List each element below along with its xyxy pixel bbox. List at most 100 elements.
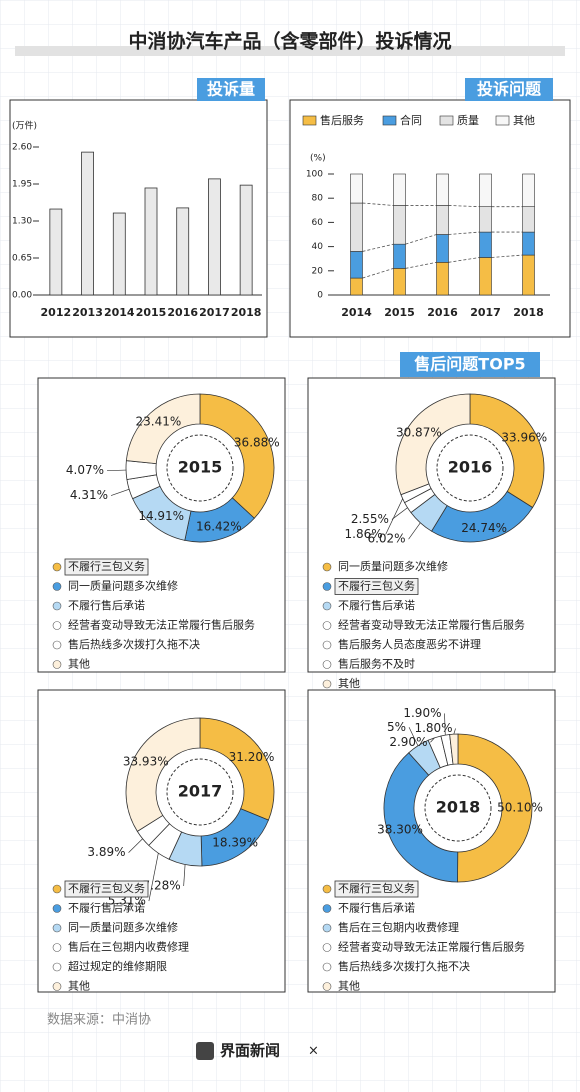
donut-slice bbox=[125, 393, 201, 465]
legend-label: 售后在三包期内收费修理 bbox=[338, 920, 459, 934]
legend-label: 售后服务人员态度恶劣不讲理 bbox=[338, 637, 481, 651]
bar-segment bbox=[436, 205, 449, 235]
y-tick-label: 40 bbox=[312, 242, 324, 252]
legend-swatch bbox=[439, 115, 454, 126]
value-label: 4.07% bbox=[66, 463, 104, 477]
brand-icon bbox=[196, 1042, 214, 1060]
legend-marker bbox=[52, 904, 62, 913]
panel-tag bbox=[197, 78, 265, 101]
connector bbox=[362, 243, 394, 252]
donut-slice bbox=[125, 717, 201, 832]
legend-label: 不履行售后承诺 bbox=[68, 598, 145, 612]
x-tick-label: 2018 bbox=[231, 306, 262, 319]
connector bbox=[362, 202, 394, 206]
bar-segment bbox=[393, 173, 406, 206]
x-tick-label: 2018 bbox=[513, 306, 544, 319]
legend-label: 经营者变动导致无法正常履行售后服务 bbox=[338, 618, 525, 632]
panel-tag-text: 投诉量 bbox=[207, 80, 255, 99]
legend-marker bbox=[322, 621, 332, 630]
value-label: 3.89% bbox=[87, 845, 125, 859]
value-label: 1.86% bbox=[345, 527, 383, 541]
bar-segment bbox=[436, 173, 449, 206]
bar bbox=[208, 178, 221, 296]
value-label: 6.02% bbox=[367, 532, 405, 546]
donut-slice bbox=[199, 393, 275, 519]
legend-label: 其他 bbox=[68, 980, 90, 993]
leader-line bbox=[444, 713, 446, 736]
bar-segment bbox=[393, 243, 406, 269]
x-tick-label: 2014 bbox=[104, 306, 135, 319]
legend-label: 不履行售后承诺 bbox=[68, 901, 145, 915]
legend-marker bbox=[52, 943, 62, 952]
y-tick-label: 1.95 bbox=[12, 180, 32, 190]
legend-label: 不履行三包义务 bbox=[338, 882, 415, 895]
value-label: 1.90% bbox=[403, 706, 441, 720]
legend-label: 同一质量问题多次维修 bbox=[68, 579, 178, 593]
brand: 界面新闻 bbox=[220, 1042, 280, 1060]
x-tick-label: 2014 bbox=[341, 306, 372, 319]
donut-slice bbox=[469, 393, 545, 509]
donut-slice bbox=[383, 752, 459, 883]
legend-marker bbox=[52, 582, 62, 591]
legend-marker bbox=[322, 582, 332, 591]
y-tick-label: 20 bbox=[312, 266, 324, 276]
bar-segment bbox=[479, 206, 492, 233]
legend-swatch bbox=[302, 115, 317, 126]
x-tick-label: 2016 bbox=[427, 306, 458, 319]
x-tick-label: 2013 bbox=[72, 306, 103, 319]
value-label: 16.42% bbox=[196, 520, 242, 534]
center-ring bbox=[166, 434, 234, 502]
value-label: 24.74% bbox=[461, 521, 507, 535]
bar-segment bbox=[479, 173, 492, 207]
leader-line bbox=[148, 853, 159, 902]
legend-label: 不履行三包义务 bbox=[68, 560, 145, 573]
legend-marker bbox=[322, 884, 332, 894]
value-label: 1.80% bbox=[414, 721, 452, 735]
connector bbox=[448, 257, 480, 263]
bar bbox=[81, 151, 94, 296]
bar bbox=[144, 187, 158, 296]
legend-marker bbox=[322, 660, 332, 669]
legend-marker bbox=[322, 562, 332, 572]
legend-marker bbox=[52, 923, 62, 933]
donut-year: 2016 bbox=[448, 458, 493, 477]
value-label: 7.28% bbox=[143, 879, 181, 893]
legend-highlight bbox=[64, 880, 149, 898]
legend-label: 同一质量问题多次维修 bbox=[338, 559, 448, 573]
donut-slice bbox=[199, 717, 275, 821]
legend-label: 其他 bbox=[338, 980, 360, 993]
y-tick-label: 100 bbox=[306, 170, 323, 180]
legend-marker bbox=[322, 943, 332, 952]
legend-marker bbox=[322, 923, 332, 933]
value-label: 36.88% bbox=[234, 436, 280, 450]
leader-line bbox=[107, 469, 127, 472]
legend-swatch bbox=[382, 115, 397, 126]
value-label: 30.87% bbox=[396, 425, 442, 439]
y-axis-label: (万件) bbox=[12, 120, 37, 132]
legend-marker bbox=[52, 601, 62, 611]
legend-marker bbox=[322, 904, 332, 913]
y-axis-label: (%) bbox=[310, 154, 326, 164]
donut-slice bbox=[449, 733, 459, 765]
legend-marker bbox=[52, 621, 62, 630]
leader-line bbox=[183, 864, 186, 887]
bar-segment bbox=[522, 231, 535, 256]
legend-label: 不履行三包义务 bbox=[68, 882, 145, 895]
legend-highlight bbox=[334, 880, 419, 898]
leader-line bbox=[408, 727, 419, 746]
legend-label: 同一质量问题多次维修 bbox=[68, 920, 178, 934]
connector bbox=[448, 205, 480, 208]
bar-segment bbox=[436, 262, 449, 296]
y-tick-label: 2.60 bbox=[12, 143, 32, 153]
bar-segment bbox=[350, 173, 363, 204]
y-tick-label: 60 bbox=[312, 218, 324, 228]
value-label: 5% bbox=[387, 720, 406, 734]
donut-year: 2017 bbox=[178, 782, 223, 801]
leader-line bbox=[110, 488, 130, 496]
legend-label: 合同 bbox=[400, 113, 422, 127]
page-title: 中消协汽车产品（含零部件）投诉情况 bbox=[128, 30, 451, 53]
bar-segment bbox=[350, 251, 363, 279]
value-label: 23.41% bbox=[136, 415, 182, 429]
